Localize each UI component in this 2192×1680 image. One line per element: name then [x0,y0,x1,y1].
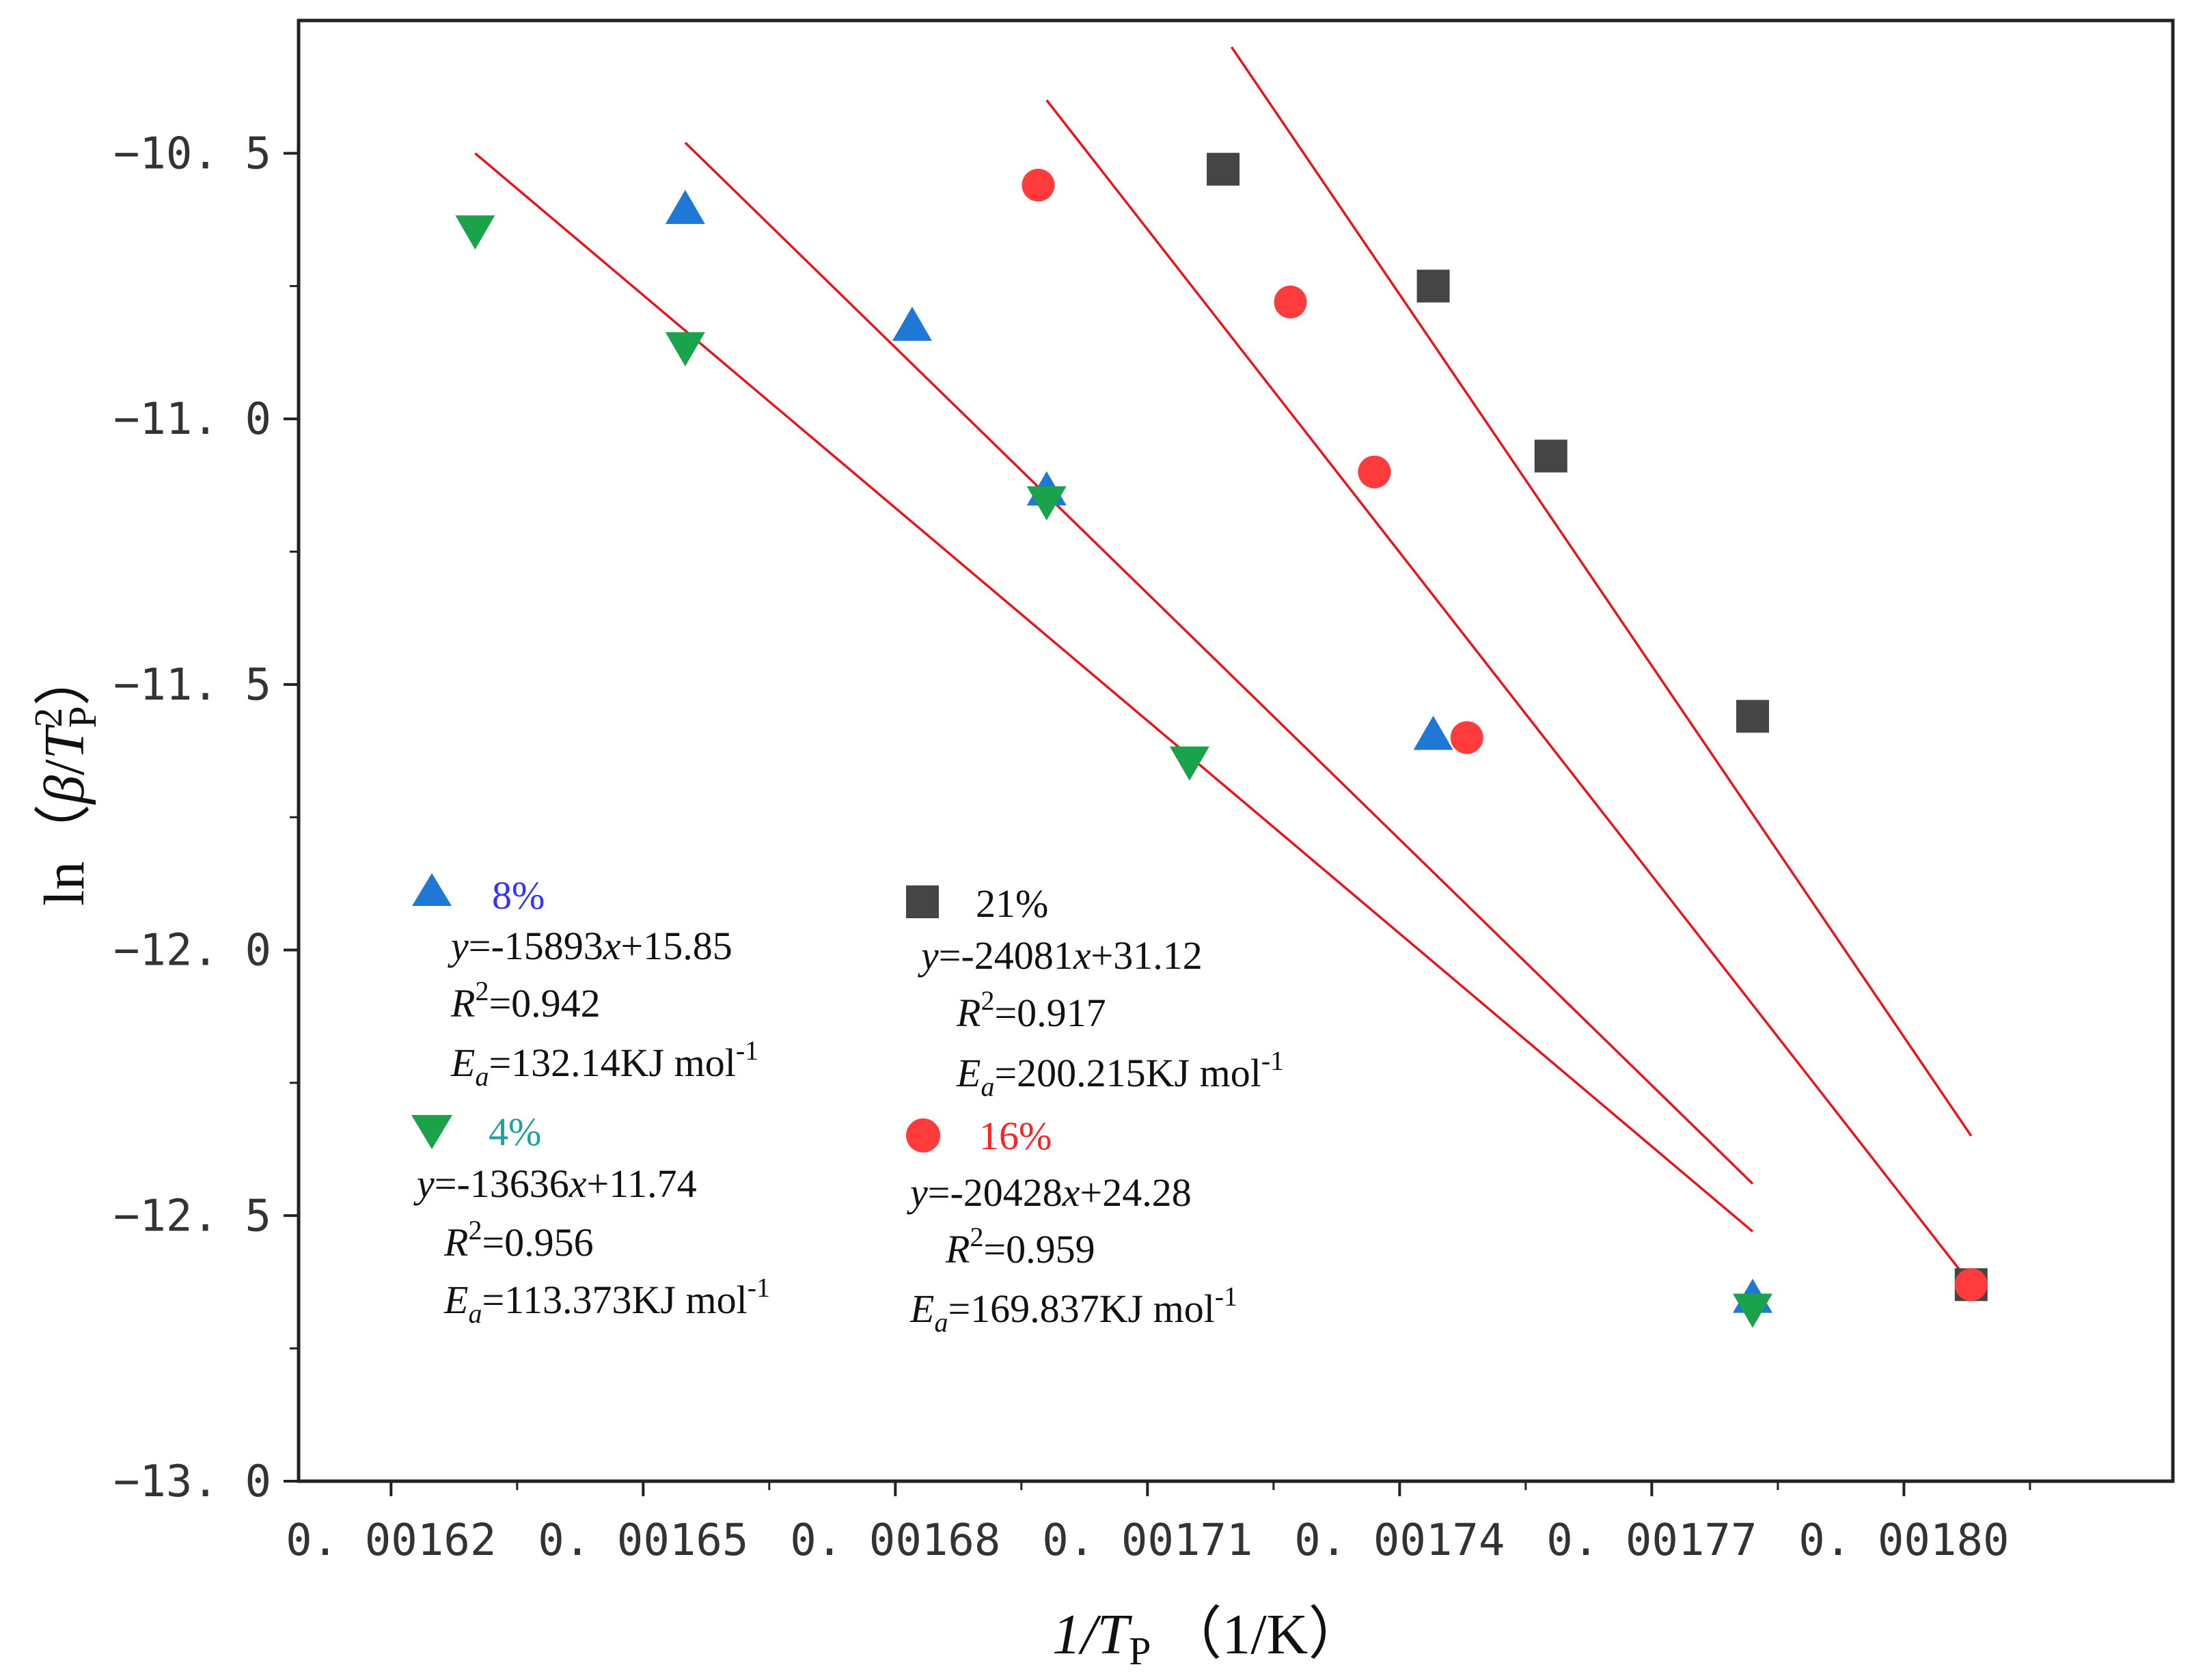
point-4pct [1026,486,1067,521]
legend-16pct-ea: Ea=169.837KJ mol-1 [909,1281,1237,1338]
legend-21pct: 21% y=-24081x+31.12 R2=0.917 Ea=200.215K… [906,881,1284,1102]
data-markers [455,152,1988,1328]
fit-line-21pct [1230,46,1973,1137]
x-axis-title-unit: （1/K） [1164,1603,1365,1666]
legend-21pct-marker [906,885,939,918]
legend-21pct-r2: R2=0.917 [956,985,1106,1035]
legend-21pct-equation: y=-24081x+31.12 [918,933,1203,978]
x-tick-label: 0. 00171 [1042,1515,1252,1566]
y-axis-title-prefix: ln（ [33,804,96,906]
legend-4pct-label: 4% [489,1110,541,1154]
x-tick-label: 0. 00162 [286,1515,496,1566]
legend-8pct-ea: Ea=132.14KJ mol-1 [450,1035,758,1092]
y-axis-title-sup: 2 [26,708,70,728]
point-4pct [1169,746,1209,781]
legend-16pct: 16% y=-20428x+24.28 R2=0.959 Ea=169.837K… [906,1114,1237,1338]
legend-21pct-ea: Ea=200.215KJ mol-1 [956,1045,1284,1102]
fit-line-8pct [684,141,1754,1185]
y-tick-label: −10. 5 [113,128,271,179]
x-axis-title-main: 1/T [1052,1603,1132,1666]
legend-8pct: 8% y=-15893x+15.85 R2=0.942 Ea=132.14KJ … [412,873,758,1092]
fit-line-16pct [1045,99,1973,1286]
point-21pct [1416,269,1450,303]
legend-4pct-ea: Ea=113.373KJ mol-1 [443,1272,770,1329]
point-8pct [665,189,705,224]
y-tick-label: −11. 5 [113,660,271,711]
point-16pct [1450,721,1483,754]
point-4pct [1732,1293,1772,1328]
point-4pct [455,215,495,250]
legend-8pct-label: 8% [492,873,545,918]
x-tick-label: 0. 00174 [1294,1515,1505,1566]
legend-8pct-marker [412,873,452,906]
y-tick-label: −12. 0 [113,926,271,976]
y-axis-title-beta: β [33,775,96,805]
x-axis-title-sub: P [1129,1629,1151,1673]
legend-16pct-r2: R2=0.959 [945,1222,1095,1271]
y-axis-title-close: ） [33,648,96,706]
point-21pct [1207,152,1240,186]
legend-8pct-equation: y=-15893x+15.85 [448,924,732,968]
point-8pct [1413,715,1453,750]
legend-21pct-label: 21% [976,881,1048,926]
point-16pct [1022,169,1055,202]
plot-frame [297,18,2175,1483]
point-21pct [1534,439,1567,473]
x-tick-label: 0. 00177 [1546,1515,1757,1566]
legend-16pct-equation: y=-20428x+24.28 [907,1170,1192,1215]
y-axis-title-T: T [33,724,96,759]
y-axis-title: ln（β/T2P） [26,648,105,906]
y-axis-title-sub: P [60,706,105,728]
x-tick-label: 0. 00165 [538,1515,748,1566]
legend-4pct-r2: R2=0.956 [443,1215,594,1265]
legend-4pct-marker [411,1115,452,1149]
axes: 0. 00162 0. 00165 0. 00168 0. 00171 0. 00174… [113,18,2175,1566]
y-tick-label: −12. 5 [113,1191,271,1241]
legend-4pct-equation: y=-13636x+11.74 [413,1161,697,1206]
legend-16pct-marker [906,1118,940,1153]
legend-8pct-r2: R2=0.942 [450,976,601,1025]
point-4pct [665,332,705,367]
legend-16pct-label: 16% [979,1114,1052,1158]
x-tick-label: 0. 00180 [1798,1515,2009,1566]
x-axis-title: 1/TP （1/K） [1052,1603,1365,1673]
point-8pct [892,306,932,341]
legend-4pct: 4% y=-13636x+11.74 R2=0.956 Ea=113.373KJ… [411,1110,770,1329]
y-tick-label: −13. 0 [113,1457,271,1507]
y-tick-label: −11. 0 [113,394,271,445]
point-16pct [1358,455,1391,488]
point-21pct [1736,700,1769,733]
y-axis-title-slash: / [33,759,96,775]
point-16pct [1274,286,1307,319]
fit-lines [474,46,1973,1286]
point-16pct [1954,1268,1988,1302]
x-tick-label: 0. 00168 [790,1515,1000,1566]
